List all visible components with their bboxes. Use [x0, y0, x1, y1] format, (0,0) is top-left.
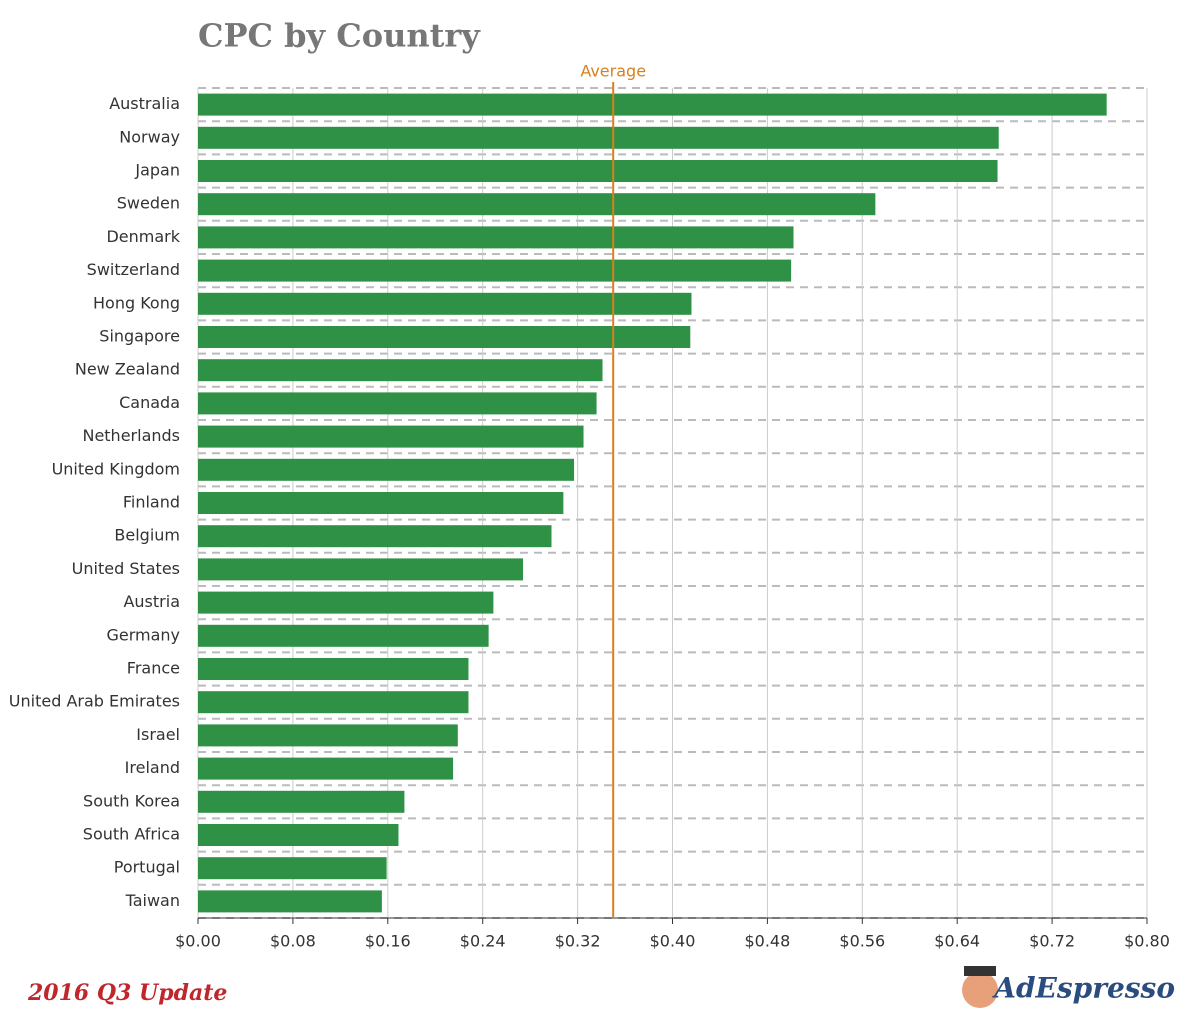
bar [198, 326, 691, 348]
bar [198, 525, 552, 548]
bar [198, 492, 564, 514]
x-tick-label: $0.32 [555, 932, 601, 951]
y-tick-label: Israel [136, 725, 180, 744]
bar [198, 857, 387, 880]
bar [198, 824, 399, 846]
x-tick-label: $0.08 [270, 932, 316, 951]
y-tick-label: Taiwan [125, 891, 180, 910]
y-tick-label: Japan [134, 161, 180, 180]
bar [198, 392, 597, 415]
y-tick-label: United Kingdom [52, 459, 180, 478]
y-tick-label: Sweden [117, 194, 180, 213]
y-tick-label: France [127, 659, 180, 678]
y-tick-label: Ireland [125, 758, 180, 777]
x-tick-label: $0.40 [650, 932, 696, 951]
brand: AdEspresso [991, 972, 1175, 1005]
x-tick-label: $0.00 [175, 932, 221, 951]
y-tick-label: Singapore [99, 327, 180, 346]
y-tick-label: Belgium [114, 526, 180, 545]
bar [198, 658, 469, 680]
y-tick-label: Canada [119, 393, 180, 412]
bar [198, 591, 494, 614]
bar [198, 890, 382, 913]
y-tick-label: Hong Kong [93, 293, 180, 312]
y-tick-label: Denmark [106, 227, 180, 246]
x-tick-label: $0.56 [839, 932, 885, 951]
y-tick-label: South Africa [83, 825, 180, 844]
y-tick-label: United Arab Emirates [9, 692, 180, 711]
bar [198, 259, 792, 282]
bar [198, 193, 876, 216]
bar [198, 691, 469, 714]
bar [198, 226, 794, 249]
chart-title: CPC by Country [198, 17, 481, 55]
bar [198, 93, 1107, 116]
footer: 2016 Q3 Update [27, 980, 227, 1006]
y-tick-label: New Zealand [75, 360, 180, 379]
y-tick-label: Austria [123, 592, 180, 611]
y-tick-label: United States [72, 559, 180, 578]
x-tick-label: $0.64 [934, 932, 980, 951]
bar [198, 624, 489, 647]
average-label: Average [580, 62, 646, 81]
x-tick-label: $0.80 [1124, 932, 1170, 951]
y-tick-label: Australia [109, 94, 180, 113]
y-tick-label: Switzerland [87, 260, 180, 279]
logo-hat [964, 966, 996, 976]
x-tick-label: $0.16 [365, 932, 411, 951]
bar [198, 558, 524, 581]
bar [198, 292, 692, 315]
y-tick-label: Netherlands [82, 426, 180, 445]
x-tick-label: $0.72 [1029, 932, 1075, 951]
bar [198, 160, 998, 182]
x-tick-label: $0.24 [460, 932, 506, 951]
logo-icon [962, 972, 998, 1008]
bar [198, 425, 584, 448]
y-tick-label: South Korea [83, 791, 180, 810]
bar [198, 790, 405, 813]
bar [198, 458, 575, 481]
bar [198, 126, 999, 149]
bar [198, 757, 454, 780]
bar [198, 359, 603, 382]
y-tick-label: Finland [123, 493, 180, 512]
bar [198, 724, 458, 747]
y-tick-label: Portugal [114, 858, 180, 877]
y-tick-label: Norway [119, 127, 180, 146]
y-tick-label: Germany [106, 625, 180, 644]
x-tick-label: $0.48 [744, 932, 790, 951]
